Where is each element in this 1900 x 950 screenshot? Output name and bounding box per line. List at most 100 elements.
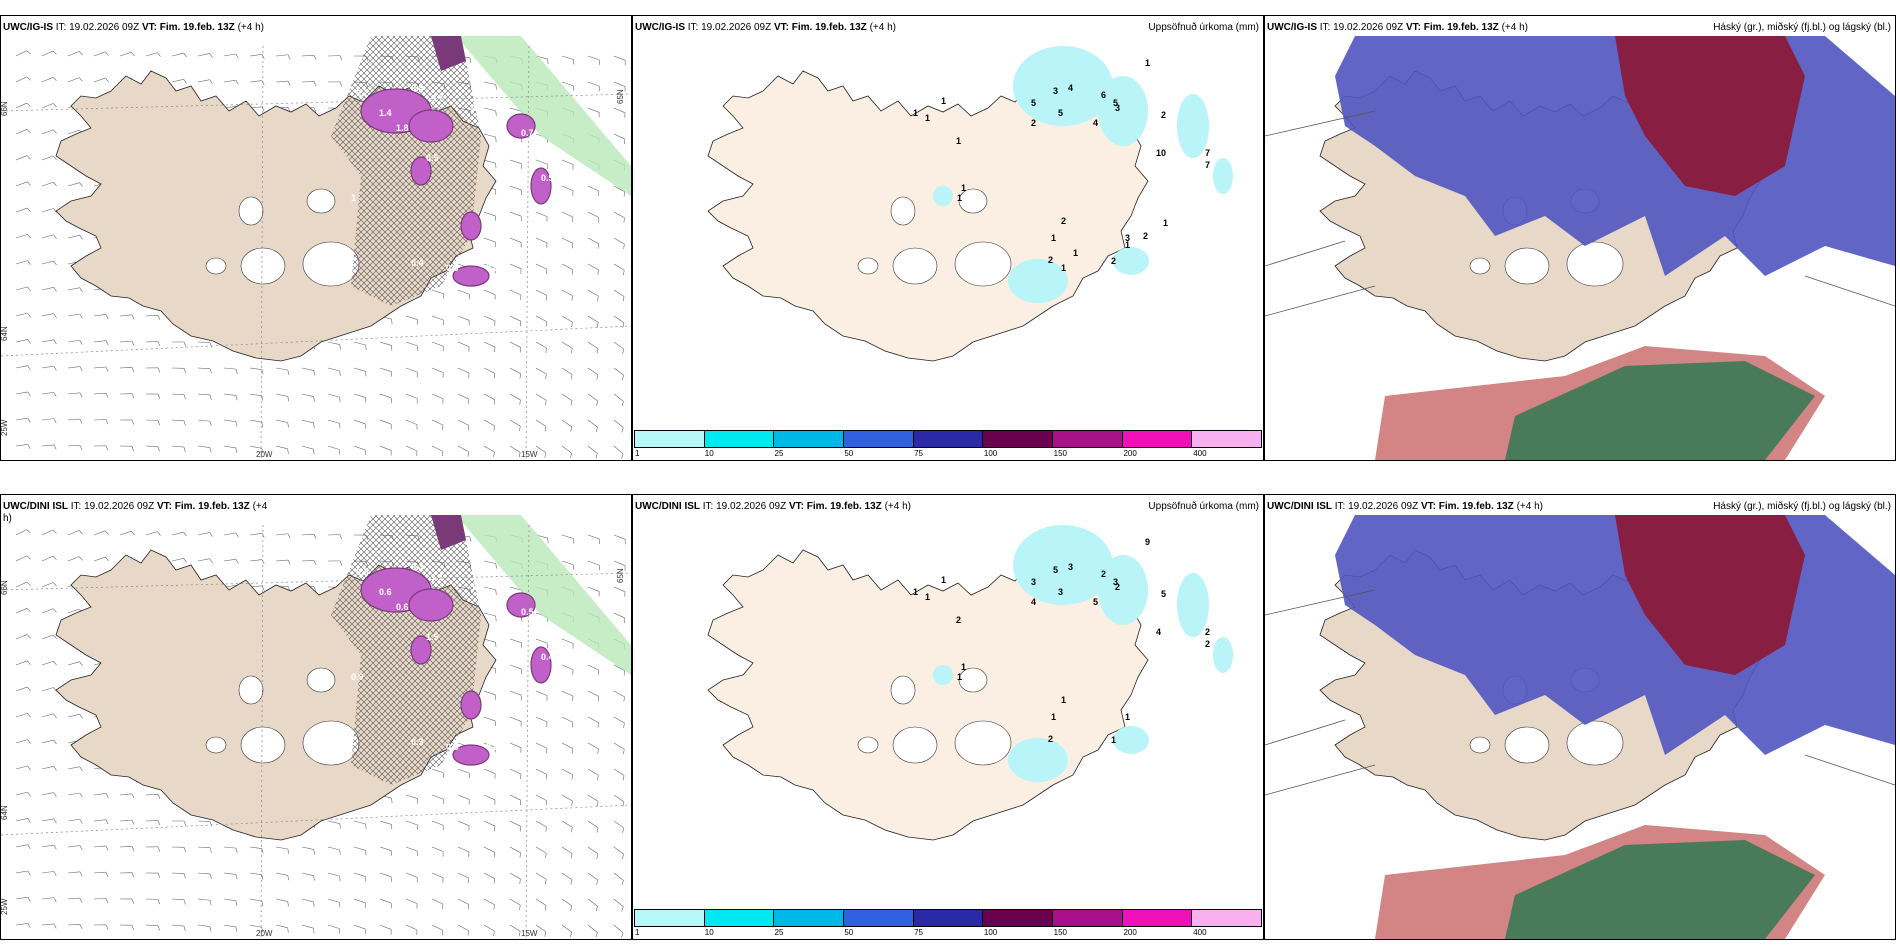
iceland-map: 0.3 0.3 0.6 0.6 1.1 1.3 1.5 0.9 0.8 0.6 0.5 0.3 0.4 6…: [1, 495, 631, 939]
high-cloud: [1615, 515, 1805, 675]
precip-value: 0.3: [411, 737, 424, 747]
model-name: UWC/IG-IS: [635, 22, 685, 33]
panel-ig-precip: UWC/IG-IS IT: 19.02.2026 09Z VT: Fim. 19…: [632, 15, 1264, 461]
precip-value: 1: [925, 113, 930, 123]
glacier: [1566, 720, 1624, 766]
precip-blob: [452, 265, 490, 287]
high-cloud: [1615, 36, 1805, 196]
panel-dini-clouds: UWC/DINI ISL IT: 19.02.2026 09Z VT: Fim.…: [1264, 494, 1896, 940]
vt-label: VT:: [156, 501, 172, 512]
precip-value: 0.7: [356, 88, 369, 98]
precip-value: 3: [1053, 86, 1058, 96]
colorbar-tick-label: 25: [774, 928, 784, 937]
it-label: IT:: [687, 22, 699, 33]
panel-header: UWC/DINI ISL IT: 19.02.2026 09Z VT: Fim.…: [3, 501, 271, 525]
precip-value: 2: [1115, 582, 1120, 592]
precip-patch: [1008, 259, 1068, 303]
precip-value: 1: [1125, 240, 1130, 250]
precip-value: 0.5: [541, 173, 554, 183]
precip-value: 0.4: [411, 258, 424, 268]
panel-dini-precip: UWC/DINI ISL IT: 19.02.2026 09Z VT: Fim.…: [632, 494, 1264, 940]
precip-value: 4: [1068, 83, 1073, 93]
green-area: [456, 36, 631, 196]
glacier: [1504, 247, 1550, 285]
precip-value: 5: [1093, 597, 1098, 607]
precip-value: 0.7: [431, 93, 444, 103]
colorbar-tick-label: 150: [1053, 449, 1068, 458]
precip-value: 2: [1031, 118, 1036, 128]
vt-label: VT:: [141, 22, 157, 33]
precip-value: 1.3: [471, 582, 484, 592]
lead-time: (+4 h): [869, 22, 896, 33]
it-value: 19.02.2026 09Z: [716, 501, 787, 512]
precip-value: 1: [1061, 263, 1066, 273]
precip-value: 1: [956, 136, 961, 146]
colorbar-tick-label: 100: [983, 928, 998, 937]
precip-value: 0.7: [521, 128, 534, 138]
vt-label: VT:: [788, 501, 804, 512]
lat-label: 66N: [1, 580, 9, 595]
precip-value: 4: [1031, 597, 1036, 607]
precip-value: 0.3: [411, 562, 424, 572]
lon-label: 25W: [1, 419, 9, 436]
glacier: [302, 720, 360, 766]
precip-value: 1: [1111, 735, 1116, 745]
precip-value: 1: [1073, 248, 1078, 258]
precip-value: 1.5: [426, 632, 439, 642]
colorbar-tick-label: 150: [1053, 928, 1068, 937]
precip-blob: [460, 211, 482, 241]
precip-patch: [1113, 726, 1149, 754]
iceland-map: 0.7 0.8 1.4 1.8 0.7 0.8 0.5 1 0.3 0.6 0.7 0.4 0.5 66N…: [1, 16, 631, 460]
precip-value: 0.3: [446, 263, 459, 273]
vt-value: Fim. 19.feb. 13Z: [1423, 22, 1499, 33]
it-label: IT:: [1334, 501, 1346, 512]
lon-label: 25W: [1, 898, 9, 915]
precip-patch: [1177, 94, 1209, 158]
lead-time: (+4 h): [237, 22, 264, 33]
vt-value: Fim. 19.feb. 13Z: [791, 22, 867, 33]
it-label: IT:: [702, 501, 714, 512]
precip-value: 2: [1143, 231, 1148, 241]
lon-label: 15W: [521, 929, 538, 938]
precip-value: 1: [1061, 695, 1066, 705]
precip-value: 3: [1031, 577, 1036, 587]
model-name: UWC/DINI ISL: [1267, 501, 1332, 512]
precip-value: 1: [351, 193, 356, 203]
precip-blob-dark: [431, 36, 466, 71]
precip-value: 1: [961, 183, 966, 193]
panel-header: UWC/DINI ISL IT: 19.02.2026 09Z VT: Fim.…: [1267, 501, 1891, 513]
precip-value: 7: [1205, 148, 1210, 158]
precip-patch: [1013, 46, 1113, 126]
panel-header: UWC/IG-IS IT: 19.02.2026 09Z VT: Fim. 19…: [635, 22, 1259, 34]
glacier: [954, 720, 1012, 766]
glacier: [958, 188, 988, 214]
precip-value: 2: [1111, 256, 1116, 266]
precip-value: 4: [1093, 118, 1098, 128]
precip-patch: [933, 186, 953, 206]
precip-patch: [1098, 555, 1148, 625]
lead-time: (+4 h): [1501, 22, 1528, 33]
colorbar-tick-label: 75: [914, 449, 924, 458]
precip-value: 1: [1145, 58, 1150, 68]
colorbar-tick-label: 75: [914, 928, 924, 937]
glacier: [1469, 257, 1491, 275]
high-cloud-green: [1505, 361, 1815, 460]
precip-value: 1: [913, 587, 918, 597]
colorbar-tick-label: 100: [983, 449, 998, 458]
map-title: Háský (gr.), miðský (fj.bl.) og lágský (…: [1713, 501, 1891, 512]
precip-value: 0.4: [541, 652, 554, 662]
glacier: [890, 196, 916, 226]
glacier: [306, 188, 336, 214]
green-area: [456, 515, 631, 675]
it-label: IT:: [1319, 22, 1331, 33]
glacier: [306, 667, 336, 693]
precip-value: 1: [941, 96, 946, 106]
vt-value: Fim. 19.feb. 13Z: [159, 22, 235, 33]
iceland-map: [1265, 16, 1895, 460]
panel-ig-clouds: UWC/IG-IS IT: 19.02.2026 09Z VT: Fim. 19…: [1264, 15, 1896, 461]
precip-value: 3: [1058, 587, 1063, 597]
colorbar-tick-label: 10: [704, 928, 714, 937]
precip-value: 0.6: [396, 602, 409, 612]
it-value: 19.02.2026 09Z: [1348, 501, 1419, 512]
